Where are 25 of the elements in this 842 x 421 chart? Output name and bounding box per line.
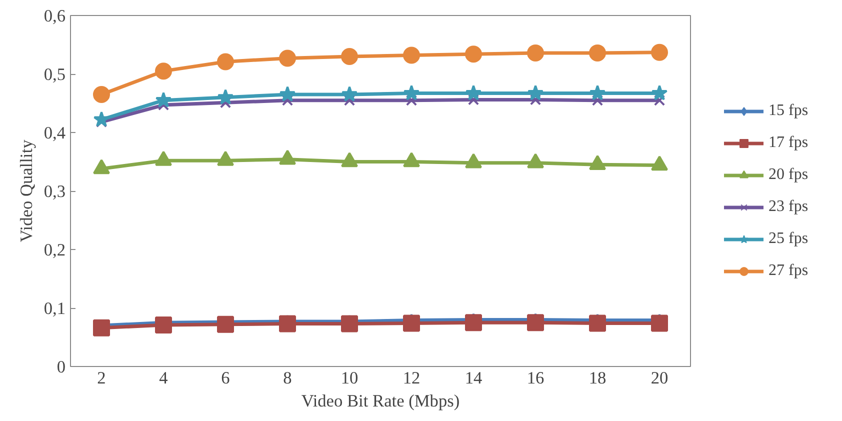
legend-label: 20 fps <box>768 166 810 184</box>
y-tick-label: 0,1 <box>44 299 66 318</box>
x-tick-label: 6 <box>221 368 230 388</box>
x-tick-label: 12 <box>402 368 420 388</box>
legend-label: 27 fps <box>768 262 810 280</box>
y-tick-label: 0,3 <box>44 182 66 201</box>
x-tick-label: 8 <box>283 368 292 388</box>
y-tick-label: 0,6 <box>44 6 66 26</box>
y-tick-label: 0 <box>56 358 66 376</box>
legend-label: 15 fps <box>768 102 810 120</box>
x-axis-title: Video Bit Rate (Mbps) <box>301 392 460 410</box>
legend-label: 25 fps <box>768 230 810 248</box>
x-tick-label: 10 <box>340 368 358 388</box>
y-tick-label: 0,2 <box>44 240 66 260</box>
x-tick-label: 4 <box>159 368 168 388</box>
x-tick-label: 2 <box>97 368 106 388</box>
legend-label: 17 fps <box>768 134 810 152</box>
y-tick-label: 0,5 <box>44 65 66 84</box>
y-tick-label: 0,4 <box>44 124 66 142</box>
x-tick-label: 20 <box>650 368 668 388</box>
x-tick-label: 14 <box>464 368 482 388</box>
y-axis-title: Video Quallity <box>16 139 36 242</box>
x-tick-label: 18 <box>588 368 606 388</box>
x-tick-label: 16 <box>526 368 544 388</box>
legend-label: 23 fps <box>768 198 810 216</box>
